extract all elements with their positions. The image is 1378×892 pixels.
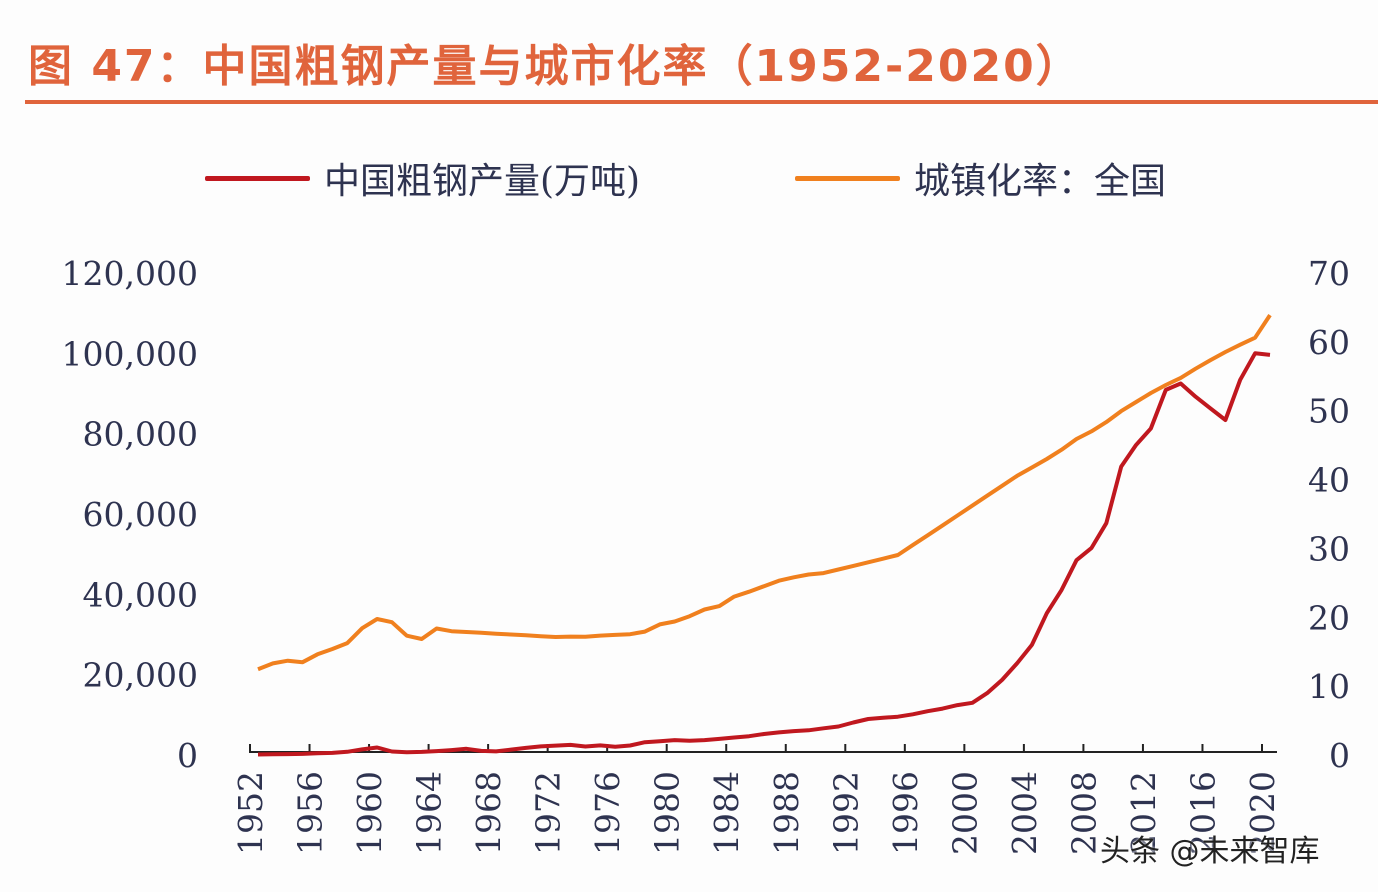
steel-production-line [257, 351, 1271, 757]
y-right-tick-label: 20 [1308, 598, 1350, 637]
legend-item-urbanization: 城镇化率：全国 [795, 152, 1166, 204]
y-left-tick-label: 120,000 [62, 254, 198, 293]
urbanization-rate-line [257, 313, 1272, 672]
y-left-tick-label: 0 [177, 736, 198, 775]
watermark: 头条 @未来智库 [1100, 834, 1320, 869]
x-tick-label: 2000 [945, 771, 984, 855]
x-tick-label: 1980 [648, 771, 687, 855]
x-tick-label: 2016 [1183, 771, 1222, 855]
x-tick-label: 1968 [469, 771, 508, 855]
y-right-tick-label: 10 [1308, 667, 1350, 706]
x-tick-label: 1960 [350, 771, 389, 855]
y-left-tick-label: 80,000 [83, 415, 198, 454]
legend-swatch-steel [205, 175, 310, 181]
y-right-tick-label: 60 [1308, 323, 1350, 362]
x-tick-label: 1976 [588, 771, 627, 855]
x-tick-label: 1956 [291, 771, 330, 855]
x-tick-label: 2012 [1124, 771, 1163, 855]
legend-label-steel: 中国粗钢产量(万吨) [324, 161, 641, 202]
y-right-tick-label: 40 [1308, 461, 1350, 500]
x-tick-label: 1996 [886, 771, 925, 855]
legend-label-urbanization: 城镇化率：全国 [914, 161, 1167, 202]
x-tick-label: 2004 [1005, 771, 1044, 855]
x-tick-label: 1992 [826, 771, 865, 855]
x-tick-label: 2020 [1243, 771, 1282, 855]
x-tick-label: 1952 [231, 771, 270, 855]
legend-item-steel: 中国粗钢产量(万吨) [205, 152, 640, 204]
y-left-tick-label: 100,000 [62, 334, 198, 373]
title-underline [25, 100, 1378, 104]
y-right-tick-label: 70 [1308, 254, 1350, 293]
legend-swatch-urbanization [795, 175, 900, 181]
x-tick-label: 1984 [707, 771, 746, 855]
x-tick-label: 1988 [767, 771, 806, 855]
y-right-tick-label: 0 [1329, 736, 1350, 775]
y-left-tick-label: 40,000 [83, 575, 198, 614]
x-tick-label: 1972 [529, 771, 568, 855]
y-left-tick-label: 20,000 [83, 656, 198, 695]
y-right-tick-label: 30 [1308, 529, 1350, 568]
y-left-tick-label: 60,000 [83, 495, 198, 534]
x-tick-label: 2008 [1064, 771, 1103, 855]
y-right-tick-label: 50 [1308, 392, 1350, 431]
chart-title: 图 47：中国粗钢产量与城市化率（1952-2020） [28, 41, 1082, 92]
x-tick-label: 1964 [410, 771, 449, 855]
